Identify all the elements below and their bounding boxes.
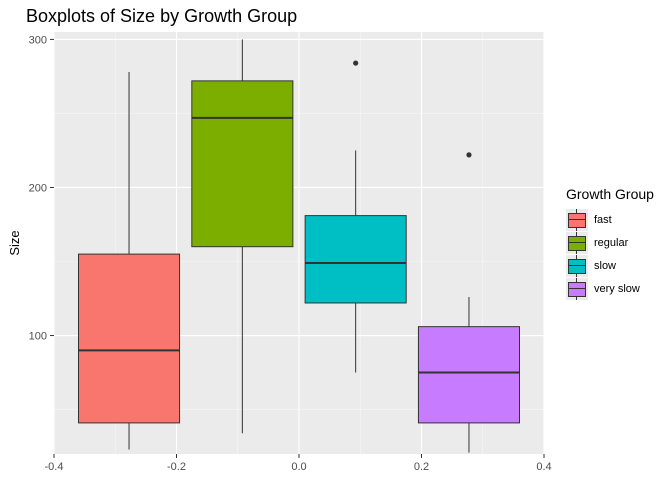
y-tick-label: 100	[29, 331, 47, 343]
legend-key-swatch	[568, 212, 586, 228]
legend-item-fast: fast	[566, 208, 654, 231]
x-tick-label: 0.2	[414, 461, 429, 473]
legend-item-slow: slow	[566, 254, 654, 277]
box-slow	[304, 60, 407, 373]
legend-item-very-slow: very slow	[566, 277, 654, 300]
legend-title: Growth Group	[566, 186, 654, 202]
x-tick-label: 0.4	[536, 461, 551, 473]
legend-key	[566, 277, 588, 300]
legend: Growth Group fast regular slow very slow	[566, 186, 654, 300]
x-tick-label: -0.2	[167, 461, 186, 473]
legend-label: very slow	[594, 282, 640, 295]
legend-label: fast	[594, 213, 612, 226]
legend-key	[566, 231, 588, 254]
legend-key	[566, 208, 588, 231]
outlier-point	[466, 152, 472, 158]
legend-label: slow	[594, 259, 617, 272]
y-axis-title: Size	[7, 230, 22, 255]
x-tick-label: -0.4	[45, 461, 64, 473]
box-body	[304, 215, 407, 304]
box-fast	[78, 71, 181, 450]
legend-key-swatch	[568, 235, 586, 251]
x-tick-label: 0.0	[291, 461, 306, 473]
axis-layer: -0.4 -0.2 0.0 0.2 0.4 100 200 300	[29, 34, 552, 473]
legend-key	[566, 254, 588, 277]
legend-key-median	[568, 264, 586, 266]
box-body	[417, 326, 520, 424]
legend-label: regular	[594, 236, 629, 249]
y-tick-label: 300	[29, 34, 47, 46]
legend-key-swatch	[568, 281, 586, 297]
legend-key-median	[568, 218, 586, 220]
outlier-point	[353, 60, 359, 66]
box-very-slow	[417, 152, 520, 453]
legend-key-swatch	[568, 258, 586, 274]
y-tick-label: 200	[29, 182, 47, 194]
legend-key-median	[568, 241, 586, 243]
box-layer	[78, 39, 520, 453]
chart-title: Boxplots of Size by Growth Group	[26, 6, 298, 26]
legend-key-median	[568, 287, 586, 289]
box-regular	[191, 39, 294, 434]
box-body	[191, 80, 294, 248]
box-body	[78, 253, 181, 424]
legend-item-regular: regular	[566, 231, 654, 254]
